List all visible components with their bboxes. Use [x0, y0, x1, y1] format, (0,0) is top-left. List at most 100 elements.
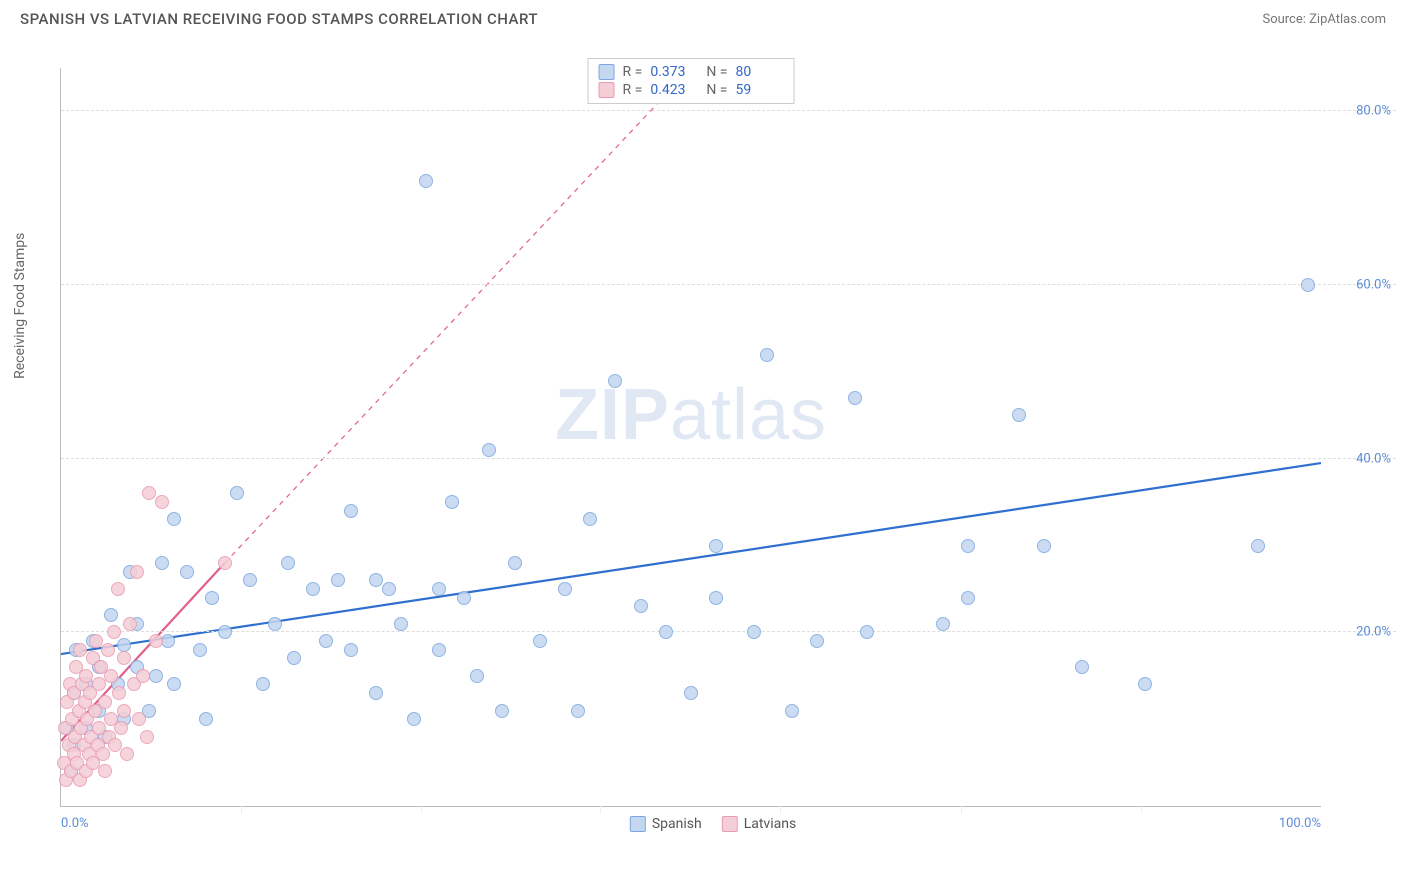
- data-point-spanish: [287, 651, 301, 665]
- data-point-spanish: [1037, 539, 1051, 553]
- watermark-atlas: atlas: [670, 375, 827, 455]
- data-point-latvians: [140, 730, 154, 744]
- data-point-spanish: [760, 348, 774, 362]
- grid-line-v: [780, 806, 781, 814]
- data-point-spanish: [369, 686, 383, 700]
- data-point-spanish: [848, 391, 862, 405]
- data-point-spanish: [218, 625, 232, 639]
- data-point-latvians: [107, 625, 121, 639]
- data-point-latvians: [92, 677, 106, 691]
- r-label: R =: [623, 64, 643, 80]
- data-point-spanish: [369, 573, 383, 587]
- grid-line-v: [600, 806, 601, 814]
- data-point-spanish: [709, 539, 723, 553]
- data-point-spanish: [117, 638, 131, 652]
- data-point-spanish: [331, 573, 345, 587]
- x-tick-label: 0.0%: [61, 816, 89, 831]
- data-point-latvians: [120, 747, 134, 761]
- swatch-latvians: [599, 82, 615, 98]
- data-point-spanish: [432, 643, 446, 657]
- data-point-spanish: [634, 599, 648, 613]
- legend-item-latvians: Latvians: [722, 816, 797, 832]
- legend-label-latvians: Latvians: [744, 816, 797, 832]
- data-point-spanish: [268, 617, 282, 631]
- data-point-latvians: [155, 495, 169, 509]
- source-prefix: Source:: [1262, 12, 1309, 27]
- y-tick-label: 80.0%: [1356, 104, 1391, 119]
- chart-container: Receiving Food Stamps R = 0.373 N = 80 R…: [30, 50, 1396, 837]
- n-label: N =: [706, 82, 727, 98]
- data-point-latvians: [123, 617, 137, 631]
- legend-item-spanish: Spanish: [630, 816, 702, 832]
- y-tick-label: 40.0%: [1356, 451, 1391, 466]
- data-point-latvians: [218, 556, 232, 570]
- correlation-row-latvians: R = 0.423 N = 59: [599, 81, 784, 99]
- data-point-spanish: [243, 573, 257, 587]
- data-point-latvians: [111, 582, 125, 596]
- data-point-latvians: [73, 643, 87, 657]
- data-point-latvians: [79, 669, 93, 683]
- data-point-spanish: [167, 512, 181, 526]
- correlation-legend: R = 0.373 N = 80 R = 0.423 N = 59: [588, 58, 795, 104]
- grid-line-v: [241, 806, 242, 814]
- source-link[interactable]: ZipAtlas.com: [1309, 12, 1386, 27]
- grid-line-h: [61, 110, 1396, 111]
- grid-line-h: [61, 284, 1396, 285]
- data-point-spanish: [860, 625, 874, 639]
- data-point-spanish: [180, 565, 194, 579]
- n-label: N =: [706, 64, 727, 80]
- data-point-spanish: [684, 686, 698, 700]
- data-point-spanish: [281, 556, 295, 570]
- x-tick-label: 100.0%: [1279, 816, 1321, 831]
- data-point-spanish: [445, 495, 459, 509]
- data-point-spanish: [961, 539, 975, 553]
- data-point-latvians: [114, 721, 128, 735]
- chart-title: SPANISH VS LATVIAN RECEIVING FOOD STAMPS…: [20, 10, 538, 28]
- data-point-latvians: [130, 565, 144, 579]
- n-value-spanish: 80: [735, 64, 783, 80]
- grid-line-v: [421, 806, 422, 814]
- data-point-latvians: [132, 712, 146, 726]
- watermark: ZIPatlas: [555, 374, 827, 456]
- data-point-spanish: [533, 634, 547, 648]
- source-attribution: Source: ZipAtlas.com: [1262, 12, 1386, 27]
- r-label: R =: [623, 82, 643, 98]
- swatch-latvians: [722, 816, 738, 832]
- data-point-spanish: [659, 625, 673, 639]
- r-value-spanish: 0.373: [650, 64, 698, 80]
- data-point-spanish: [407, 712, 421, 726]
- data-point-spanish: [394, 617, 408, 631]
- correlation-row-spanish: R = 0.373 N = 80: [599, 63, 784, 81]
- data-point-spanish: [936, 617, 950, 631]
- data-point-spanish: [161, 634, 175, 648]
- data-point-spanish: [344, 643, 358, 657]
- data-point-spanish: [785, 704, 799, 718]
- data-point-spanish: [199, 712, 213, 726]
- data-point-latvians: [96, 747, 110, 761]
- y-axis-label: Receiving Food Stamps: [12, 232, 28, 378]
- data-point-spanish: [1301, 278, 1315, 292]
- data-point-spanish: [482, 443, 496, 457]
- data-point-spanish: [457, 591, 471, 605]
- data-point-spanish: [558, 582, 572, 596]
- data-point-spanish: [256, 677, 270, 691]
- data-point-spanish: [495, 704, 509, 718]
- chart-header: SPANISH VS LATVIAN RECEIVING FOOD STAMPS…: [0, 0, 1406, 28]
- data-point-spanish: [1075, 660, 1089, 674]
- data-point-spanish: [149, 669, 163, 683]
- data-point-spanish: [470, 669, 484, 683]
- data-point-latvians: [101, 643, 115, 657]
- data-point-spanish: [432, 582, 446, 596]
- series-legend: Spanish Latvians: [630, 816, 796, 832]
- data-point-latvians: [98, 695, 112, 709]
- data-point-latvians: [136, 669, 150, 683]
- data-point-spanish: [508, 556, 522, 570]
- data-point-spanish: [306, 582, 320, 596]
- data-point-spanish: [1251, 539, 1265, 553]
- data-point-latvians: [112, 686, 126, 700]
- data-point-latvians: [117, 704, 131, 718]
- data-point-spanish: [961, 591, 975, 605]
- n-value-latvians: 59: [735, 82, 783, 98]
- grid-line-v: [1141, 806, 1142, 814]
- data-point-spanish: [583, 512, 597, 526]
